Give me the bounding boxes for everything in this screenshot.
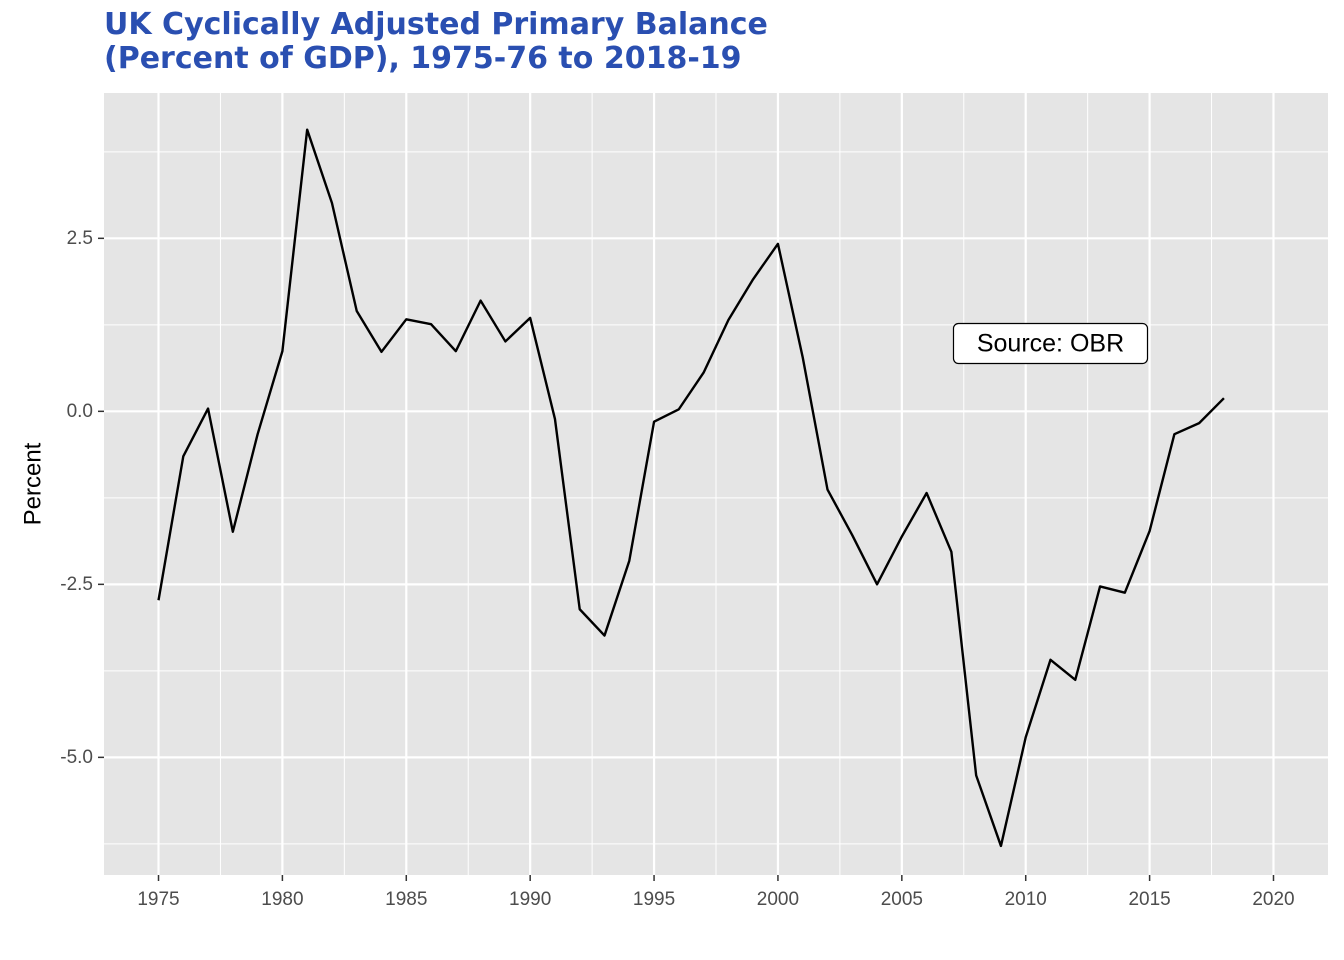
x-tick-label: 2010 [1005, 889, 1047, 910]
y-axis-label: Percent [20, 442, 47, 525]
axes: 1975 1980 1985 1990 1995 2000 2005 2010 2015 2020… [60, 228, 1294, 910]
chart-title-line-1: UK Cyclically Adjusted Primary Balance [104, 7, 768, 42]
x-tick-label: 1995 [633, 889, 675, 910]
major-gridlines [104, 93, 1328, 875]
y-tick-label: -5.0 [60, 747, 93, 768]
x-tick-label: 2005 [881, 889, 923, 910]
series-line [157, 128, 1225, 848]
x-tick-label: 2020 [1252, 889, 1294, 910]
chart-title-line-2: (Percent of GDP), 1975-76 to 2018-19 [104, 41, 742, 76]
y-tick-label: 0.0 [67, 401, 93, 422]
x-tick-label: 1990 [509, 889, 551, 910]
y-tick-label: -2.5 [60, 574, 93, 595]
x-tick-label: 1975 [137, 889, 179, 910]
source-annotation: Source: OBR [952, 322, 1149, 365]
x-tick-label: 2000 [757, 889, 799, 910]
y-tick-label: 2.5 [67, 228, 93, 249]
x-tick-label: 2015 [1128, 889, 1170, 910]
x-tick-label: 1985 [385, 889, 427, 910]
annotation-box [952, 322, 1149, 365]
x-tick-label: 1980 [261, 889, 303, 910]
annotation-text: Source: OBR [977, 330, 1124, 358]
chart-title: UK Cyclically Adjusted Primary Balance (… [104, 8, 768, 76]
